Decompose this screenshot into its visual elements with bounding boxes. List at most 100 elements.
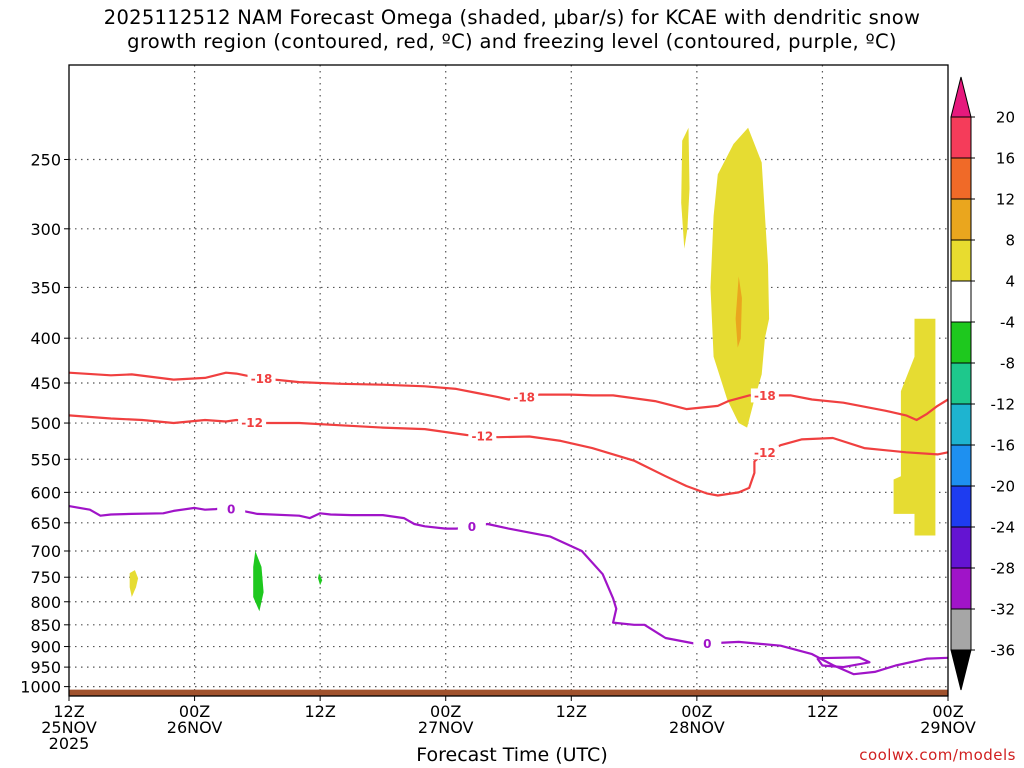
omega-region [253,551,264,612]
contour-lines: -18 -18 -18 -12 -12 -12 0 0 0 [68,371,949,676]
colorbar-swatch [950,526,972,569]
contour-line [68,505,949,676]
colorbar-swatch [950,116,972,159]
x-tick-label: 00Z [932,702,963,721]
ground-surface [69,689,948,696]
y-tick-label: 700 [30,542,61,561]
x-axis-label: Forecast Time (UTC) [416,744,608,766]
contour-label: -12 [241,416,263,430]
colorbar: 20 16 12 8 4 -4 -8 -12 -16 -20 -24 -28 -32 -36 [950,76,1016,691]
colorbar-bottom-arrow [950,649,972,691]
colorbar-swatch [950,198,972,241]
contour-label: 0 [227,502,235,516]
contour-label-bg [247,371,276,386]
x-tick-label: 12Z [556,702,587,721]
contour-label: -18 [754,389,776,403]
y-tick-label: 650 [30,514,61,533]
contour-label: -12 [754,446,776,460]
colorbar-top-arrow [950,76,972,118]
x-tick-label: 00Z [430,702,461,721]
x-tick-label: 2025 [49,734,90,753]
y-tick-label: 1000 [20,678,61,697]
colorbar-label: 20 [996,109,1015,127]
colorbar-label: -4 [1000,314,1015,332]
x-tick-label: 29NOV [920,718,976,737]
plot-frame [68,64,949,697]
colorbar-swatch [950,403,972,446]
y-tick-label: 350 [30,278,61,297]
contour-label-bg [457,519,486,534]
contour-label-bg [750,445,779,460]
y-tick-label: 550 [30,450,61,469]
y-tick-label: 950 [30,658,61,677]
y-tick-label: 900 [30,638,61,657]
colorbar-label: -36 [991,642,1016,660]
contour-label-bg [510,390,539,405]
contour-label-bg [217,501,246,516]
omega-region [710,127,770,428]
y-tick-label: 300 [30,220,61,239]
omega-region [318,573,323,586]
colorbar-label: 16 [996,150,1015,168]
colorbar-label: 4 [1005,273,1015,291]
colorbar-swatch [950,608,972,651]
x-tick-label: 27NOV [418,718,474,737]
x-tick-label: 28NOV [669,718,725,737]
x-tick-label: 00Z [179,702,210,721]
x-tick-label: 12Z [807,702,838,721]
colorbar-swatch [950,321,972,364]
y-tick-label: 450 [30,374,61,393]
axes: 250 300 350 400 450 500 550 600 650 700 750 800 850 9… [20,64,976,753]
chart-title-line-1: 2025112512 NAM Forecast Omega (shaded, μ… [103,6,921,29]
colorbar-swatch [950,280,972,323]
colorbar-swatch [950,362,972,405]
x-tick-label: 12Z [304,702,335,721]
colorbar-label: -28 [991,560,1016,578]
colorbar-label: -16 [991,437,1016,455]
surface-fill [69,689,948,696]
x-tick-label: 25NOV [41,718,97,737]
contour-label-bg [750,388,779,403]
contour-line [68,414,949,497]
contour-line [816,656,871,669]
contour-label: -12 [471,430,493,444]
contour-label-bg [468,429,497,444]
contour-label-bg [238,415,267,430]
omega-region [129,570,139,597]
omega-region [681,127,690,249]
grid-lines [69,65,948,696]
contour-line [68,371,949,422]
colorbar-label: 8 [1005,232,1015,250]
y-tick-label: 250 [30,150,61,169]
chart-title: 2025112512 NAM Forecast Omega (shaded, μ… [0,6,1024,54]
x-tick-label: 26NOV [167,718,223,737]
x-tick-label: 12Z [53,702,84,721]
contour-label: 0 [468,520,476,534]
colorbar-label: -32 [991,601,1016,619]
colorbar-label: 12 [996,191,1015,209]
contour-label: -18 [251,372,273,386]
colorbar-swatch [950,485,972,528]
y-tick-label: 800 [30,593,61,612]
colorbar-label: -8 [1000,355,1015,373]
colorbar-swatch [950,444,972,487]
omega-region [893,318,936,536]
y-tick-label: 400 [30,329,61,348]
colorbar-swatch [950,239,972,282]
colorbar-label: -24 [991,519,1016,537]
contour-label: -18 [513,391,535,405]
chart-title-line-2: growth region (contoured, red, ºC) and f… [127,30,897,53]
credit-link[interactable]: coolwx.com/models [859,746,1016,764]
colorbar-swatch [950,567,972,610]
colorbar-label: -20 [991,478,1016,496]
contour-label: 0 [703,637,711,651]
colorbar-swatch [950,157,972,200]
y-tick-label: 600 [30,483,61,502]
y-tick-label: 850 [30,616,61,635]
y-tick-label: 500 [30,414,61,433]
contour-label-bg [693,636,722,651]
y-tick-label: 750 [30,568,61,587]
x-tick-label: 00Z [681,702,712,721]
omega-shading [129,127,936,612]
